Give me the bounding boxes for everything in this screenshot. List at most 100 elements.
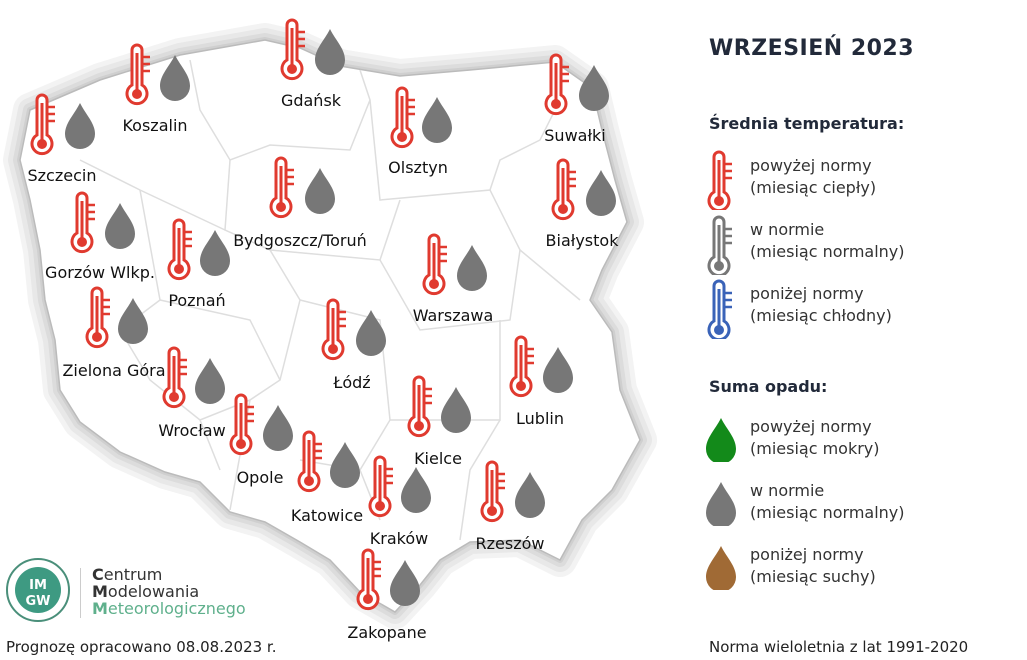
- legend-label: powyżej normy: [750, 417, 872, 436]
- thermometer-icon: [30, 93, 55, 156]
- region-border: [299, 299, 391, 471]
- thermometer-icon: [422, 233, 447, 296]
- thermometer-cold-icon: [707, 279, 732, 339]
- city-label: Białystok: [546, 231, 620, 250]
- thermometer-icon: [280, 18, 305, 81]
- legend-precip-below: poniżej normy (miesiąc suchy): [750, 544, 876, 588]
- city-label: Opole: [237, 468, 284, 487]
- thermometer-icon: [390, 86, 415, 149]
- legend-precip-normal: w normie (miesiąc normalny): [750, 480, 905, 524]
- thermometer-icon: [551, 158, 576, 221]
- city-marker: Gorzów Wlkp.: [45, 191, 155, 282]
- cmm-logo-text: Centrum Modelowania Meteorologicznego: [92, 566, 246, 617]
- thermometer-icon: [407, 375, 432, 438]
- forecast-date-note: Prognozę opracowano 08.08.2023 r.: [6, 638, 277, 656]
- thermometer-warm-icon: [707, 150, 732, 210]
- legend-sublabel: (miesiąc normalny): [750, 503, 905, 522]
- legend-temp-normal: w normie (miesiąc normalny): [750, 219, 905, 263]
- rain-drop-icon: [441, 387, 471, 433]
- city-marker: Gdańsk: [280, 18, 345, 110]
- drop-wet-icon: [706, 418, 736, 462]
- precipitation-legend-heading: Suma opadu:: [709, 377, 828, 396]
- rain-drop-icon: [401, 467, 431, 513]
- city-marker: Katowice: [291, 430, 363, 525]
- city-label: Olsztyn: [388, 158, 448, 177]
- rain-drop-icon: [263, 405, 293, 451]
- thermometer-icon: [297, 430, 322, 493]
- city-label: Rzeszów: [476, 534, 545, 553]
- thermometer-icon: [125, 43, 150, 106]
- city-label: Zielona Góra: [62, 361, 165, 380]
- thermometer-icon: [70, 191, 95, 254]
- logo-initial: M: [92, 582, 108, 601]
- thermometer-icon: [269, 156, 294, 219]
- thermometer-icon: [356, 548, 381, 611]
- thermometer-icon: [480, 460, 505, 523]
- thermometer-icon: [707, 215, 732, 275]
- drop-normal-icon: [706, 482, 736, 526]
- rain-drop-icon: [586, 170, 616, 216]
- city-marker: Opole: [229, 393, 293, 487]
- city-label: Zakopane: [347, 623, 426, 642]
- rain-drop-icon: [422, 97, 452, 143]
- norm-period-note: Norma wieloletnia z lat 1991-2020: [709, 638, 969, 656]
- rain-drop-icon: [65, 103, 95, 149]
- logo-word: odelowania: [107, 582, 200, 601]
- region-border: [459, 419, 501, 541]
- rain-drop-icon: [105, 203, 135, 249]
- city-label: Koszalin: [122, 116, 187, 135]
- region-border: [369, 99, 561, 201]
- city-markers: Szczecin Koszalin Gdańsk Olsztyn Suwałki Gorz…: [28, 18, 620, 642]
- svg-text:GW: GW: [25, 594, 50, 609]
- rain-drop-icon: [195, 358, 225, 404]
- thermometer-normal-icon: [707, 215, 732, 275]
- region-border: [159, 299, 281, 381]
- rain-drop-icon: [200, 230, 230, 276]
- city-label: Gorzów Wlkp.: [45, 263, 155, 282]
- rain-drop-icon: [706, 482, 736, 526]
- legend-sublabel: (miesiąc ciepły): [750, 178, 877, 197]
- imgw-logo-emblem: IM GW: [6, 558, 70, 622]
- city-marker: Wrocław: [158, 346, 226, 440]
- city-marker: Kielce: [407, 375, 471, 468]
- rain-drop-icon: [356, 310, 386, 356]
- logo-divider: [80, 568, 81, 618]
- svg-text:IM: IM: [29, 578, 47, 593]
- thermometer-icon: [509, 335, 534, 398]
- rain-drop-icon: [515, 472, 545, 518]
- thermometer-icon: [167, 218, 192, 281]
- city-marker: Suwałki: [544, 53, 609, 145]
- city-label: Szczecin: [28, 166, 97, 185]
- logo-initial: C: [92, 565, 104, 584]
- city-label: Kielce: [414, 449, 462, 468]
- legend-label: powyżej normy: [750, 156, 872, 175]
- logo-word: eteorologicznego: [107, 599, 246, 618]
- legend-temp-above: powyżej normy (miesiąc ciepły): [750, 155, 876, 199]
- logo-initial: M: [92, 599, 108, 618]
- legend-label: w normie: [750, 220, 825, 239]
- thermometer-icon: [85, 286, 110, 349]
- legend-sublabel: (miesiąc chłodny): [750, 306, 892, 325]
- city-marker: Koszalin: [122, 43, 190, 135]
- city-label: Łódź: [332, 373, 370, 392]
- city-label: Poznań: [168, 291, 225, 310]
- rain-drop-icon: [457, 245, 487, 291]
- thermometer-icon: [368, 455, 393, 518]
- city-marker: Bydgoszcz/Toruń: [233, 156, 367, 250]
- city-marker: Łódź: [321, 298, 386, 392]
- city-label: Suwałki: [544, 126, 605, 145]
- rain-drop-icon: [118, 298, 148, 344]
- city-marker: Szczecin: [28, 93, 97, 185]
- rain-drop-icon: [390, 560, 420, 606]
- legend-label: poniżej normy: [750, 284, 864, 303]
- rain-drop-icon: [543, 347, 573, 393]
- region-border: [199, 419, 221, 471]
- city-label: Bydgoszcz/Toruń: [233, 231, 367, 250]
- rain-drop-icon: [315, 29, 345, 75]
- page-title: WRZESIEŃ 2023: [709, 36, 915, 61]
- thermometer-icon: [321, 298, 346, 361]
- rain-drop-icon: [706, 546, 736, 590]
- city-label: Wrocław: [158, 421, 225, 440]
- region-border: [379, 249, 521, 331]
- drop-dry-icon: [706, 546, 736, 590]
